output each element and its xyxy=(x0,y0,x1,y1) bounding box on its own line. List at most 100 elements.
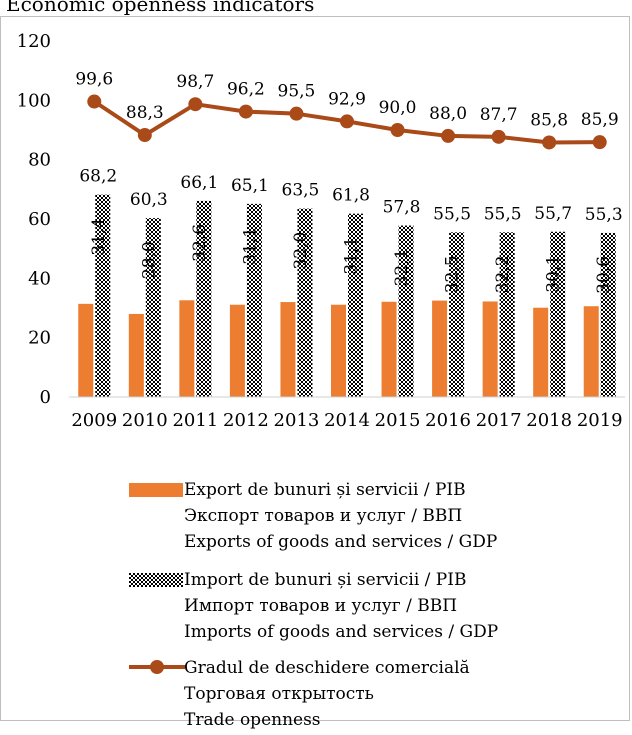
import-bar xyxy=(95,194,111,397)
chart-title: Economic openness indicators xyxy=(6,0,315,16)
openness-data-label: 85,8 xyxy=(530,110,568,130)
import-bar xyxy=(145,218,161,397)
openness-point xyxy=(491,129,506,144)
x-tick-label: 2019 xyxy=(577,410,623,431)
legend-label-import-ro: Import de bunuri și servicii / PIB xyxy=(184,570,467,590)
export-bar xyxy=(78,303,94,397)
y-tick-label: 120 xyxy=(17,31,51,52)
x-tick-label: 2009 xyxy=(71,410,117,431)
export-data-label: 32,5 xyxy=(443,255,463,293)
legend-swatch-import xyxy=(129,573,183,587)
import-bar xyxy=(246,203,262,397)
export-bar xyxy=(331,304,346,397)
openness-line: 99,6 88,3 98,7 96,2 95,5 92,9 90,0 88,0 87,7 85,8… xyxy=(75,70,619,150)
openness-data-label: 88,3 xyxy=(126,103,164,123)
import-data-label: 63,5 xyxy=(282,181,320,201)
openness-point xyxy=(87,94,102,109)
import-data-label: 65,1 xyxy=(231,176,269,196)
legend-swatch-export xyxy=(129,483,183,497)
y-tick-label: 100 xyxy=(17,90,51,111)
y-tick-label: 0 xyxy=(40,387,51,408)
import-bar xyxy=(499,232,515,397)
import-bar xyxy=(398,225,414,397)
import-data-label: 55,3 xyxy=(585,205,623,225)
import-bar xyxy=(196,200,212,397)
import-data-label: 55,5 xyxy=(433,204,471,224)
legend-label-import-en: Imports of goods and services / GDP xyxy=(184,622,499,642)
import-data-label: 57,8 xyxy=(383,198,421,218)
chart-plot: 0 20 40 60 80 100 120 68,2 31,4 60,3 28,0 66,1 32,6… xyxy=(17,31,625,431)
export-data-label: 32,0 xyxy=(291,232,311,270)
import-data-label: 55,7 xyxy=(534,204,572,224)
x-tick-label: 2018 xyxy=(526,410,572,431)
export-bar xyxy=(432,300,448,397)
openness-data-label: 99,6 xyxy=(75,70,113,90)
export-data-label: 31,1 xyxy=(342,237,362,275)
import-data-label: 66,1 xyxy=(180,173,218,193)
openness-point xyxy=(592,135,607,150)
export-bar xyxy=(128,313,144,397)
y-axis: 0 20 40 60 80 100 120 xyxy=(17,31,51,408)
export-bar xyxy=(482,301,498,397)
openness-data-label: 92,9 xyxy=(328,89,366,109)
export-bar xyxy=(583,306,599,397)
x-tick-label: 2012 xyxy=(223,410,269,431)
export-bar xyxy=(179,300,195,397)
openness-point xyxy=(390,123,405,137)
openness-data-label: 88,0 xyxy=(429,104,467,124)
import-data-label: 61,8 xyxy=(332,186,370,206)
y-tick-label: 40 xyxy=(28,268,51,289)
openness-point xyxy=(289,106,304,121)
legend-label-import-ru: Импорт товаров и услуг / ВВП xyxy=(184,596,458,616)
import-bar xyxy=(348,213,363,397)
openness-data-label: 87,7 xyxy=(480,105,518,125)
openness-data-label: 98,7 xyxy=(176,72,214,92)
export-data-label: 32,2 xyxy=(493,255,513,293)
openness-data-label: 96,2 xyxy=(227,80,265,100)
bars: 68,2 31,4 60,3 28,0 66,1 32,6 65,1 31,1 63,5 32,0… xyxy=(78,167,623,397)
openness-data-label: 95,5 xyxy=(278,82,316,102)
openness-point xyxy=(238,104,253,119)
openness-point xyxy=(137,128,152,143)
export-data-label: 31,4 xyxy=(89,218,109,256)
export-data-label: 30,6 xyxy=(594,256,614,294)
y-tick-label: 20 xyxy=(28,328,51,349)
x-axis: 2009 2010 2011 2012 2013 2014 2015 2016 2017 2018… xyxy=(69,396,625,431)
export-bar xyxy=(533,307,549,397)
openness-data-label: 90,0 xyxy=(379,98,417,118)
import-bar xyxy=(449,232,465,397)
openness-point xyxy=(188,97,203,112)
y-tick-label: 60 xyxy=(28,209,51,230)
import-data-label: 60,3 xyxy=(130,190,168,210)
export-bar xyxy=(280,302,296,397)
export-data-label: 32,6 xyxy=(190,224,210,262)
x-tick-label: 2017 xyxy=(476,410,522,431)
chart-frame: 0 20 40 60 80 100 120 68,2 31,4 60,3 28,0 66,1 32,6… xyxy=(0,16,630,730)
legend-label-export-ro: Export de bunuri și servicii / PIB xyxy=(184,480,466,500)
export-bar xyxy=(229,304,245,397)
openness-point xyxy=(542,135,557,150)
x-tick-label: 2010 xyxy=(122,410,168,431)
legend-swatch-openness xyxy=(129,660,185,674)
openness-data-label: 85,9 xyxy=(581,110,619,130)
import-data-label: 68,2 xyxy=(79,167,117,187)
x-tick-label: 2013 xyxy=(274,410,320,431)
import-bar xyxy=(600,232,616,397)
x-tick-label: 2016 xyxy=(425,410,471,431)
export-data-label: 32,1 xyxy=(392,249,412,287)
legend-label-openness-ru: Торговая открытость xyxy=(184,684,374,704)
x-tick-label: 2015 xyxy=(375,410,421,431)
openness-point xyxy=(340,114,354,129)
legend-label-export-en: Exports of goods and services / GDP xyxy=(184,532,498,552)
legend-label-export-ru: Экспорт товаров и услуг / ВВП xyxy=(184,506,463,526)
export-data-label: 30,1 xyxy=(544,255,564,293)
x-tick-label: 2011 xyxy=(172,410,218,431)
legend-label-openness-en: Trade openness xyxy=(184,710,321,730)
import-bar xyxy=(297,208,313,397)
legend-label-openness-ro: Gradul de deschidere comercială xyxy=(184,658,470,678)
y-tick-label: 80 xyxy=(28,150,51,171)
export-data-label: 31,1 xyxy=(240,227,260,265)
export-data-label: 28,0 xyxy=(139,241,159,279)
x-tick-label: 2014 xyxy=(324,410,370,431)
import-data-label: 55,5 xyxy=(484,204,522,224)
